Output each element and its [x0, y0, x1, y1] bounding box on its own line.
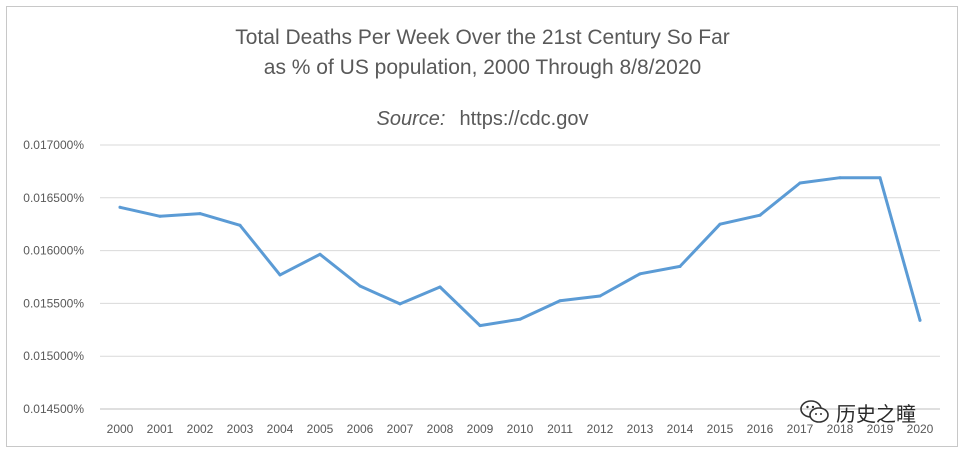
- x-tick-label: 2015: [707, 422, 734, 436]
- data-point: [798, 181, 802, 185]
- data-point: [518, 317, 522, 321]
- data-point: [678, 264, 682, 268]
- source-label: Source:: [376, 108, 446, 130]
- chart-source: Source: https://cdc.gov: [0, 108, 965, 131]
- data-point: [318, 252, 322, 256]
- x-tick-label: 2005: [307, 422, 334, 436]
- x-tick-label: 2014: [667, 422, 694, 436]
- watermark: 历史之瞳: [800, 397, 916, 427]
- data-point: [438, 285, 442, 289]
- x-tick-label: 2000: [107, 422, 134, 436]
- x-tick-label: 2013: [627, 422, 654, 436]
- chart-subtitle: as % of US population, 2000 Through 8/8/…: [263, 56, 702, 79]
- data-point: [878, 176, 882, 180]
- data-point: [598, 294, 602, 298]
- data-point: [838, 176, 842, 180]
- data-point: [278, 273, 282, 277]
- x-tick-label: 2004: [267, 422, 294, 436]
- x-tick-label: 2009: [467, 422, 494, 436]
- data-point: [198, 212, 202, 216]
- data-point: [638, 272, 642, 276]
- watermark-text: 历史之瞳: [836, 403, 916, 426]
- y-tick-label: 0.015500%: [23, 296, 84, 310]
- y-tick-label: 0.016500%: [23, 191, 84, 205]
- x-tick-label: 2010: [507, 422, 534, 436]
- y-tick-label: 0.017000%: [23, 138, 84, 152]
- data-point: [718, 222, 722, 226]
- data-point: [758, 213, 762, 217]
- x-tick-label: 2016: [747, 422, 774, 436]
- chart-title: Total Deaths Per Week Over the 21st Cent…: [235, 26, 730, 49]
- wechat-icon: [800, 400, 829, 423]
- data-point: [398, 302, 402, 306]
- x-tick-label: 2017: [787, 422, 814, 436]
- x-tick-label: 2011: [547, 422, 573, 436]
- x-tick-label: 2003: [227, 422, 254, 436]
- data-point: [238, 223, 242, 227]
- x-tick-label: 2019: [867, 422, 894, 436]
- source-url: https://cdc.gov: [459, 108, 589, 130]
- data-point: [158, 214, 162, 218]
- data-point: [558, 299, 562, 303]
- x-tick-label: 2012: [587, 422, 614, 436]
- x-tick-label: 2008: [427, 422, 454, 436]
- data-point: [478, 324, 482, 328]
- x-tick-label: 2018: [827, 422, 854, 436]
- data-point: [918, 318, 922, 322]
- y-tick-label: 0.015000%: [23, 349, 84, 363]
- y-tick-label: 0.016000%: [23, 244, 84, 258]
- chart-frame: [6, 6, 958, 447]
- data-point: [358, 284, 362, 288]
- y-tick-label: 0.014500%: [23, 402, 84, 416]
- x-tick-label: 2007: [387, 422, 414, 436]
- x-tick-label: 2002: [187, 422, 214, 436]
- x-tick-label: 2001: [147, 422, 174, 436]
- x-tick-label: 2006: [347, 422, 374, 436]
- x-tick-label: 2020: [907, 422, 934, 436]
- data-point: [118, 205, 122, 209]
